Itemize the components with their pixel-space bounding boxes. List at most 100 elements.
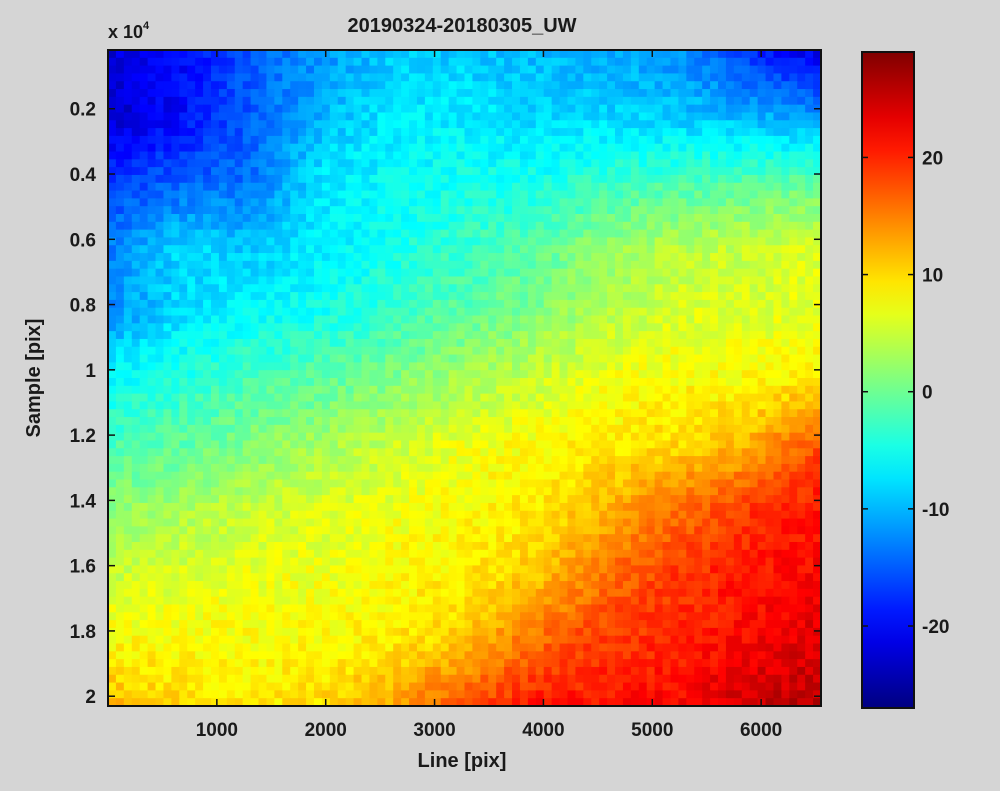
heatmap-cell xyxy=(718,237,727,246)
heatmap-cell xyxy=(805,135,814,145)
heatmap-cell xyxy=(781,432,790,442)
heatmap-cell xyxy=(369,338,378,348)
heatmap-cell xyxy=(353,237,363,246)
heatmap-cell xyxy=(448,50,458,59)
heatmap-cell xyxy=(662,167,672,176)
heatmap-cell xyxy=(575,401,584,410)
heatmap-cell xyxy=(535,463,545,473)
heatmap-cell xyxy=(789,50,798,59)
heatmap-cell xyxy=(131,190,141,199)
heatmap-cell xyxy=(321,276,331,285)
heatmap-cell xyxy=(456,417,466,426)
heatmap-cell xyxy=(329,167,339,176)
heatmap-cell xyxy=(432,50,442,59)
heatmap-cell xyxy=(749,292,759,301)
heatmap-cell xyxy=(274,182,283,192)
heatmap-cell xyxy=(409,393,418,403)
heatmap-cell xyxy=(583,159,592,168)
heatmap-cell xyxy=(694,253,703,262)
heatmap-cell xyxy=(670,245,679,254)
heatmap-cell xyxy=(488,424,497,434)
heatmap-cell xyxy=(551,385,561,395)
heatmap-cell xyxy=(401,167,410,176)
heatmap-cell xyxy=(472,292,481,301)
heatmap-cell xyxy=(678,229,687,239)
heatmap-cell xyxy=(203,378,212,387)
heatmap-cell xyxy=(757,456,767,465)
heatmap-cell xyxy=(733,50,743,59)
heatmap-cell xyxy=(741,167,751,176)
heatmap-cell xyxy=(321,315,331,324)
heatmap-cell xyxy=(258,128,268,137)
heatmap-cell xyxy=(306,167,315,176)
heatmap-cell xyxy=(424,96,434,106)
heatmap-cell xyxy=(329,276,339,285)
heatmap-cell xyxy=(789,120,798,129)
heatmap-cell xyxy=(195,112,204,121)
heatmap-cell xyxy=(369,167,378,176)
heatmap-cell xyxy=(638,346,648,356)
heatmap-cell xyxy=(527,151,537,160)
heatmap-cell xyxy=(401,73,410,82)
heatmap-cell xyxy=(464,346,474,356)
heatmap-cell xyxy=(797,253,806,262)
heatmap-cell xyxy=(638,385,648,395)
heatmap-cell xyxy=(385,253,394,262)
heatmap-cell xyxy=(282,96,291,106)
heatmap-cell xyxy=(615,81,624,90)
heatmap-cell xyxy=(147,299,157,309)
heatmap-cell xyxy=(369,104,378,114)
heatmap-cell xyxy=(464,135,474,145)
heatmap-cell xyxy=(559,299,569,309)
heatmap-cell xyxy=(258,409,268,418)
heatmap-cell xyxy=(424,73,434,82)
heatmap-cell xyxy=(266,167,275,176)
heatmap-cell xyxy=(218,417,228,426)
heatmap-cell xyxy=(440,276,450,285)
heatmap-cell xyxy=(725,237,735,246)
heatmap-cell xyxy=(575,284,584,293)
heatmap-cell xyxy=(456,206,466,215)
heatmap-cell xyxy=(480,284,489,293)
heatmap-cell xyxy=(741,245,751,254)
heatmap-cell xyxy=(456,65,466,75)
heatmap-cell xyxy=(409,268,418,278)
heatmap-cell xyxy=(527,253,537,262)
heatmap-cell xyxy=(622,456,632,465)
heatmap-cell xyxy=(163,479,172,488)
heatmap-cell xyxy=(163,331,172,340)
heatmap-cell xyxy=(773,362,782,371)
heatmap-cell xyxy=(440,206,450,215)
heatmap-cell xyxy=(448,57,458,67)
heatmap-cell xyxy=(115,229,125,239)
heatmap-cell xyxy=(210,151,220,160)
heatmap-cell xyxy=(448,237,458,246)
heatmap-cell xyxy=(741,50,751,59)
heatmap-cell xyxy=(163,378,172,387)
heatmap-cell xyxy=(155,307,165,317)
heatmap-cell xyxy=(313,323,323,332)
heatmap-cell xyxy=(416,417,426,426)
heatmap-cell xyxy=(282,479,291,488)
heatmap-cell xyxy=(670,393,679,403)
heatmap-cell xyxy=(702,307,711,317)
heatmap-cell xyxy=(337,479,347,488)
heatmap-cell xyxy=(710,307,719,317)
heatmap-cell xyxy=(519,128,529,137)
heatmap-cell xyxy=(464,299,474,309)
heatmap-cell xyxy=(290,385,299,395)
heatmap-cell xyxy=(686,253,695,262)
heatmap-cell xyxy=(551,50,561,59)
heatmap-cell xyxy=(749,190,759,199)
heatmap-cell xyxy=(298,331,307,340)
heatmap-cell xyxy=(583,307,592,317)
heatmap-cell xyxy=(615,331,624,340)
heatmap-cell xyxy=(250,253,260,262)
heatmap-cell xyxy=(298,253,307,262)
heatmap-cell xyxy=(171,128,180,137)
heatmap-cell xyxy=(432,206,442,215)
heatmap-cell xyxy=(575,346,584,356)
heatmap-cell xyxy=(187,432,196,442)
heatmap-cell xyxy=(488,299,497,309)
heatmap-cell xyxy=(472,456,481,465)
